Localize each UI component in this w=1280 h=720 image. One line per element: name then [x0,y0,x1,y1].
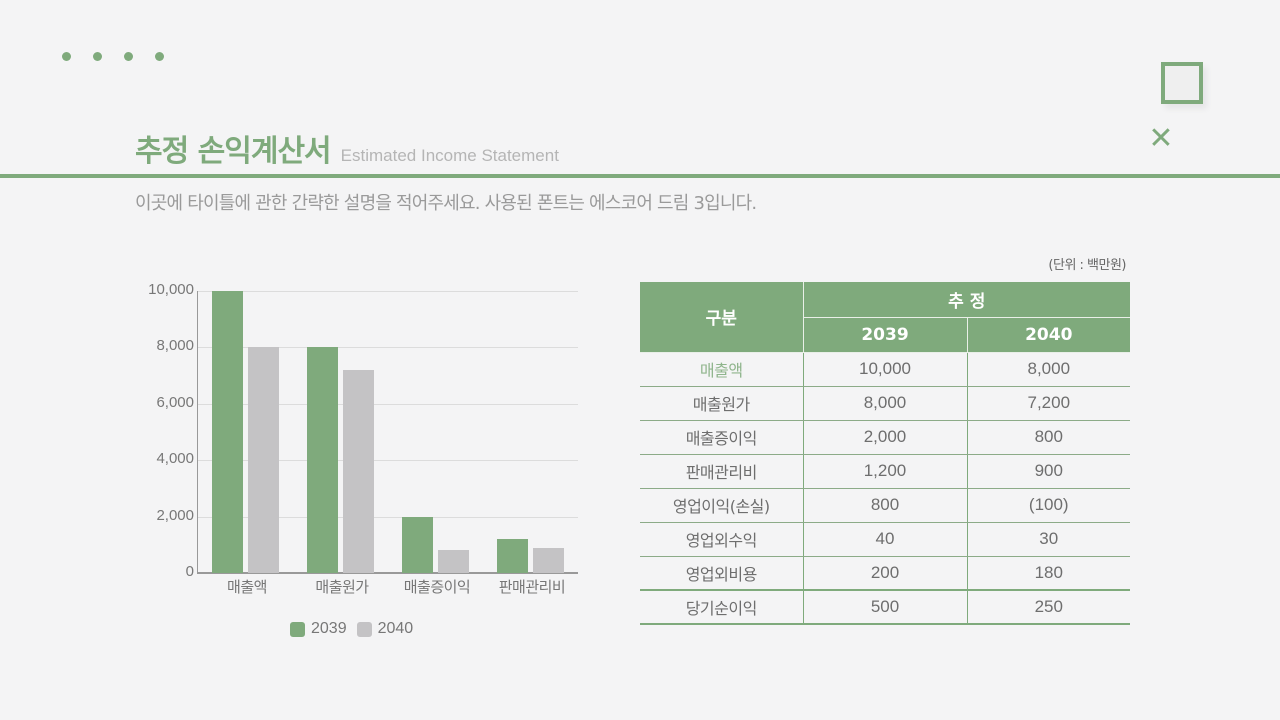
bar-2040 [533,547,564,573]
table-row: 매출액 10,000 8,000 [640,352,1131,387]
legend-label: 2039 [311,620,347,637]
page-title: 추정 손익계산서 Estimated Income Statement [135,126,559,170]
bar-2039 [212,291,243,573]
decorative-dots [62,52,164,61]
cell-2040: 250 [967,589,1131,625]
cell-2040: (100) [967,488,1131,523]
row-label: 영업외수익 [640,522,804,557]
table-row: 영업외수익 40 30 [640,522,1131,557]
square-outline-icon [1161,62,1203,104]
y-tick-label: 4,000 [156,450,194,468]
table-row: 영업외비용 200 180 [640,556,1131,591]
subtitle: 이곳에 타이틀에 관한 간략한 설명을 적어주세요. 사용된 폰트는 에스코어 … [135,193,757,214]
bar-2039 [497,539,528,573]
y-tick-label: 0 [185,563,194,580]
table-row: 매출증이익 2,000 800 [640,420,1131,455]
unit-label: (단위 : 백만원) [1048,258,1126,273]
row-label: 매출원가 [640,386,804,421]
bar-2040 [438,550,469,573]
dot-icon [93,52,102,61]
gridline [198,460,578,462]
income-statement-table: 구분 추 정 2039 2040 매출액 10,000 8,000 매출원가 8,000… [640,282,1131,625]
cell-2039: 1,200 [803,454,968,489]
cell-2040: 900 [967,454,1131,489]
table-row: 영업이익(손실) 800 (100) [640,488,1131,523]
x-tick-label: 판매관리비 [498,578,566,596]
y-tick-label: 10,000 [148,281,194,298]
row-label: 영업외비용 [640,556,804,591]
legend-item-2040: 2040 [356,620,414,638]
header-year-2040: 2040 [966,316,1131,353]
bar-chart: 2039 2040 0 2,000 4,000 6,000 8,000 10,000 매출액… [120,270,590,650]
chart-legend: 2039 2040 [290,620,413,638]
row-label: 매출액 [640,352,804,387]
title-korean: 추정 손익계산서 [135,134,332,169]
title-english: Estimated Income Statement [340,146,559,165]
cell-2039: 500 [803,589,968,625]
legend-item-2039: 2039 [290,620,347,638]
legend-swatch [290,621,305,637]
cell-2039: 800 [803,488,968,523]
header-category: 구분 [640,282,804,353]
table-row: 매출원가 8,000 7,200 [640,386,1131,421]
x-tick-label: 매출증이익 [403,578,471,596]
bar-2040 [248,347,279,573]
x-tick-label: 매출액 [227,578,267,596]
gridline [198,291,578,292]
cell-2040: 30 [967,522,1131,557]
cell-2040: 800 [967,420,1131,455]
title-divider [0,174,1280,178]
header-year-2039: 2039 [802,316,968,353]
cell-2039: 40 [803,522,968,557]
bar-2039 [402,516,433,573]
y-tick-label: 6,000 [156,393,194,411]
cell-2040: 180 [967,556,1131,591]
y-tick-label: 8,000 [156,337,194,355]
cell-2040: 7,200 [967,386,1131,421]
cell-2039: 10,000 [803,352,968,387]
dot-icon [62,52,71,61]
gridline [198,403,578,405]
cell-2039: 200 [803,556,968,591]
dot-icon [124,52,133,61]
row-label: 당기순이익 [640,589,804,625]
y-tick-label: 2,000 [156,506,194,524]
bar-2040 [343,369,374,573]
table-row: 당기순이익 500 250 [640,589,1131,625]
y-axis [197,291,198,573]
x-tick-label: 매출원가 [315,578,369,596]
legend-swatch [356,621,372,637]
cell-2040: 8,000 [967,352,1131,387]
gridline [198,347,578,349]
row-label: 영업이익(손실) [640,488,804,523]
legend-label: 2040 [377,620,414,637]
table-row: 판매관리비 1,200 900 [640,454,1131,489]
close-x-icon: ✕ [1148,121,1174,156]
row-label: 매출증이익 [640,420,804,455]
header-estimate: 추 정 [802,282,1131,318]
row-label: 판매관리비 [640,454,804,489]
x-axis [197,572,578,574]
gridline [198,516,578,518]
bar-2039 [307,347,338,573]
cell-2039: 8,000 [803,386,968,421]
dot-icon [155,52,164,61]
cell-2039: 2,000 [803,420,968,455]
